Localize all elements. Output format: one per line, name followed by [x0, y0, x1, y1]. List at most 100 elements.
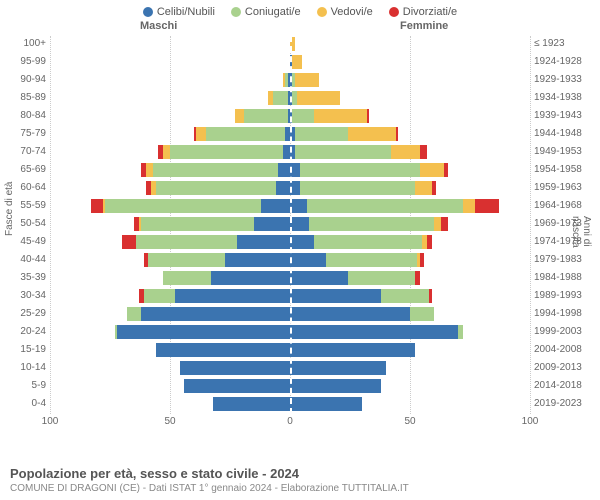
bar-female-d: [415, 271, 420, 285]
age-label: 30-34: [0, 290, 46, 301]
center-axis: [290, 36, 292, 414]
bar-male-d: [146, 181, 151, 195]
legend-label: Coniugati/e: [245, 6, 301, 18]
age-label: 70-74: [0, 146, 46, 157]
birth-year-label: ≤ 1923: [534, 38, 594, 49]
bar-male-co: [141, 217, 254, 231]
legend-label: Vedovi/e: [331, 6, 373, 18]
bar-female-co: [381, 289, 429, 303]
birth-year-label: 2014-2018: [534, 380, 594, 391]
bar-female-d: [420, 145, 427, 159]
bar-female-d: [367, 109, 369, 123]
pyramid-chart: Fasce di età Anni di nascita 100+≤ 19239…: [0, 36, 600, 434]
bar-male-co: [163, 271, 211, 285]
birth-year-label: 1939-1943: [534, 110, 594, 121]
x-tick-label: 100: [35, 416, 65, 427]
x-tick-label: 0: [275, 416, 305, 427]
bar-female-d: [420, 253, 425, 267]
bar-female-d: [432, 181, 437, 195]
age-label: 55-59: [0, 200, 46, 211]
bar-male-v: [151, 181, 156, 195]
bar-male-co: [127, 307, 141, 321]
bar-male-v: [103, 199, 105, 213]
bar-female-c: [290, 253, 326, 267]
bar-male-c: [276, 181, 290, 195]
bar-female-v: [415, 181, 432, 195]
bar-male-co: [105, 199, 261, 213]
bar-female-d: [396, 127, 398, 141]
bar-male-co: [115, 325, 117, 339]
column-headers: Maschi Femmine: [0, 20, 600, 36]
bar-male-v: [268, 91, 273, 105]
bar-male-co: [144, 289, 175, 303]
bar-male-c: [180, 361, 290, 375]
bar-male-co: [285, 73, 287, 87]
age-label: 90-94: [0, 74, 46, 85]
bar-female-v: [292, 55, 302, 69]
birth-year-label: 1994-1998: [534, 308, 594, 319]
bar-male-d: [141, 163, 146, 177]
x-tick-label: 50: [155, 416, 185, 427]
birth-year-label: 1934-1938: [534, 92, 594, 103]
birth-year-label: 1954-1958: [534, 164, 594, 175]
age-label: 15-19: [0, 344, 46, 355]
bar-male-c: [184, 379, 290, 393]
age-label: 65-69: [0, 164, 46, 175]
header-female: Femmine: [400, 20, 448, 32]
bar-female-co: [410, 307, 434, 321]
chart-subtitle: COMUNE DI DRAGONI (CE) - Dati ISTAT 1° g…: [10, 483, 409, 494]
birth-year-label: 1929-1933: [534, 74, 594, 85]
legend-swatch: [143, 7, 153, 17]
bar-female-co: [300, 163, 420, 177]
age-label: 50-54: [0, 218, 46, 229]
age-label: 95-99: [0, 56, 46, 67]
bar-female-d: [441, 217, 448, 231]
bar-male-v: [139, 217, 141, 231]
bar-male-c: [175, 289, 290, 303]
age-label: 85-89: [0, 92, 46, 103]
bar-female-c: [290, 397, 362, 411]
bar-male-d: [122, 235, 136, 249]
x-tick-label: 100: [515, 416, 545, 427]
chart-title: Popolazione per età, sesso e stato civil…: [10, 466, 409, 481]
bar-female-c: [290, 235, 314, 249]
bar-female-d: [475, 199, 499, 213]
birth-year-label: 1924-1928: [534, 56, 594, 67]
birth-year-label: 2009-2013: [534, 362, 594, 373]
age-label: 25-29: [0, 308, 46, 319]
birth-year-label: 2019-2023: [534, 398, 594, 409]
x-tick-label: 50: [395, 416, 425, 427]
bar-male-v: [146, 163, 153, 177]
bar-female-v: [348, 127, 396, 141]
bar-male-d: [91, 199, 103, 213]
bar-male-c: [237, 235, 290, 249]
legend-label: Divorziati/e: [403, 6, 457, 18]
bar-male-v: [283, 73, 285, 87]
bar-female-c: [290, 379, 381, 393]
bar-male-v: [235, 109, 245, 123]
bar-female-co: [300, 181, 415, 195]
bar-female-co: [326, 253, 417, 267]
bar-male-v: [196, 127, 206, 141]
bar-female-d: [427, 235, 432, 249]
bar-male-co: [156, 181, 276, 195]
legend-item: Divorziati/e: [389, 6, 457, 18]
bar-male-c: [261, 199, 290, 213]
bar-male-c: [117, 325, 290, 339]
birth-year-label: 1974-1978: [534, 236, 594, 247]
bar-female-c: [290, 361, 386, 375]
legend-label: Celibi/Nubili: [157, 6, 215, 18]
bar-female-c: [290, 217, 309, 231]
bar-male-d: [134, 217, 139, 231]
birth-year-label: 1989-1993: [534, 290, 594, 301]
legend-item: Coniugati/e: [231, 6, 301, 18]
age-label: 100+: [0, 38, 46, 49]
bar-male-c: [213, 397, 290, 411]
bar-female-v: [391, 145, 420, 159]
age-label: 45-49: [0, 236, 46, 247]
bar-male-co: [136, 235, 237, 249]
bar-male-co: [206, 127, 285, 141]
bar-male-co: [148, 253, 225, 267]
bar-male-co: [273, 91, 287, 105]
age-label: 75-79: [0, 128, 46, 139]
